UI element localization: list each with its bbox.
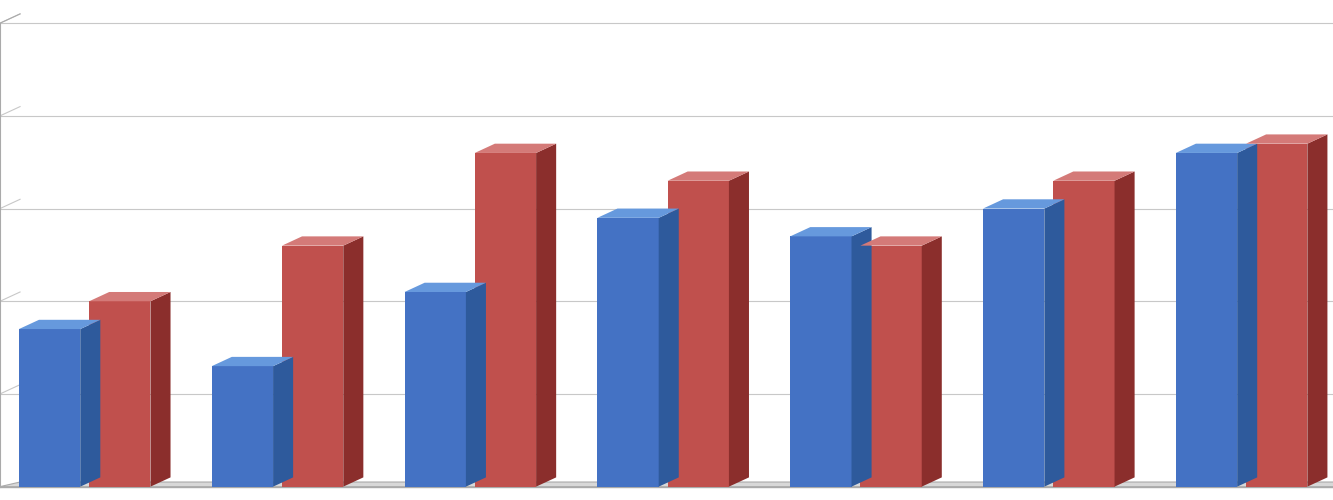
Polygon shape [1308,134,1328,486]
Polygon shape [19,329,80,486]
Polygon shape [597,218,659,486]
Polygon shape [212,366,273,486]
Polygon shape [465,282,487,486]
Polygon shape [597,208,678,218]
Polygon shape [475,153,536,486]
Polygon shape [283,236,364,246]
Polygon shape [0,482,1333,486]
Polygon shape [405,292,465,486]
Polygon shape [1053,181,1114,486]
Polygon shape [89,302,151,486]
Polygon shape [405,282,487,292]
Polygon shape [668,181,729,486]
Polygon shape [151,292,171,486]
Polygon shape [790,236,852,486]
Polygon shape [982,208,1044,486]
Polygon shape [1237,144,1257,486]
Polygon shape [19,320,100,329]
Polygon shape [1246,134,1328,143]
Polygon shape [1176,144,1257,153]
Polygon shape [212,357,293,366]
Polygon shape [1053,172,1134,181]
Polygon shape [1044,200,1064,486]
Polygon shape [659,208,678,486]
Polygon shape [80,320,100,486]
Polygon shape [921,236,942,486]
Polygon shape [982,200,1064,208]
Polygon shape [668,172,749,181]
Polygon shape [273,357,293,486]
Polygon shape [860,246,921,486]
Polygon shape [89,292,171,302]
Polygon shape [1114,172,1134,486]
Polygon shape [852,227,872,486]
Polygon shape [860,236,942,246]
Polygon shape [475,144,556,153]
Polygon shape [1176,153,1237,486]
Polygon shape [729,172,749,486]
Polygon shape [790,227,872,236]
Polygon shape [536,144,556,486]
Polygon shape [1246,144,1308,486]
Polygon shape [283,246,344,486]
Polygon shape [344,236,364,486]
